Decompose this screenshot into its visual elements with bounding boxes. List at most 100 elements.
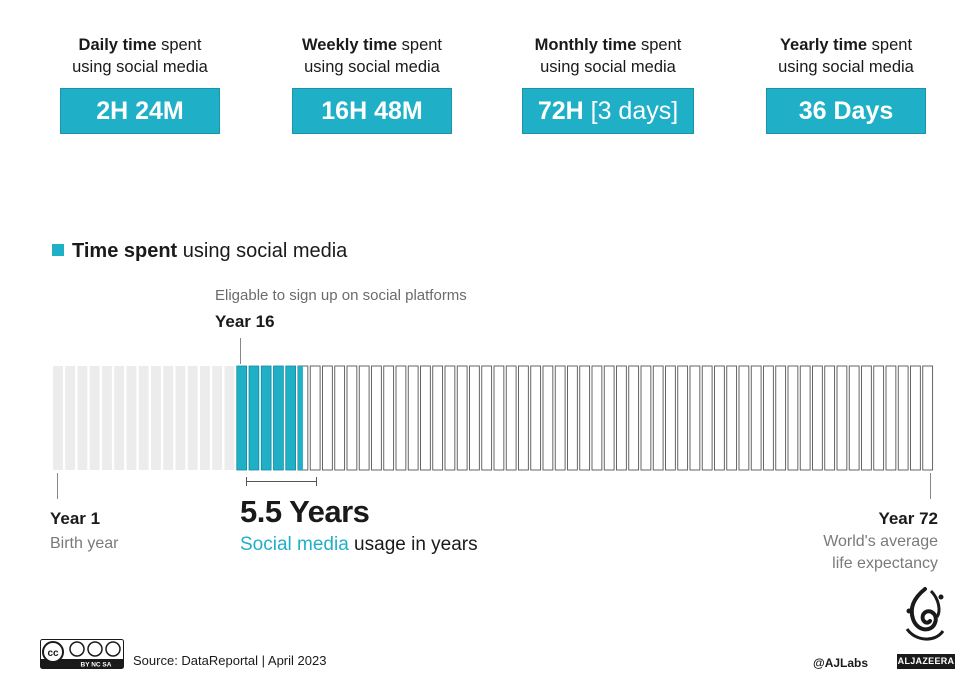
legend: Time spent using social media xyxy=(52,240,347,263)
year-bar-pre xyxy=(224,366,235,470)
stat-weekly: Weekly time spent using social media 16H … xyxy=(277,34,467,134)
year-bar-remaining xyxy=(481,365,493,471)
stat-monthly: Monthly time spent using social media 72H… xyxy=(513,34,703,134)
svg-text:cc: cc xyxy=(47,648,59,659)
year-bar-remaining xyxy=(689,365,701,471)
stat-value: 36 Days xyxy=(798,97,894,125)
year-bar-pre xyxy=(163,366,174,470)
year-bar-pre xyxy=(114,366,125,470)
stat-label-bold: Yearly time xyxy=(779,36,868,54)
stat-daily: Daily time spent using social media 2H 24… xyxy=(45,34,235,134)
aljazeera-logo-icon xyxy=(905,587,945,641)
stat-yearly: Yearly time spent using social media 36 D… xyxy=(751,34,941,134)
year-bar-remaining xyxy=(322,365,333,471)
year-bar-remaining xyxy=(456,365,468,471)
year-bar-pre xyxy=(175,366,186,470)
svg-text:BY NC SA: BY NC SA xyxy=(81,662,112,669)
year-bar-remaining xyxy=(334,365,346,471)
year-bar-remaining xyxy=(616,365,627,471)
year-bar-remaining xyxy=(628,365,640,471)
year-bar-pre xyxy=(89,366,100,470)
legend-bold: Time spent xyxy=(72,240,178,262)
year-bar-remaining xyxy=(371,365,382,471)
stat-label-rest: spent xyxy=(636,36,682,54)
life-expectancy-label: World's average life expectancy xyxy=(823,533,938,572)
usage-years: 5.5 Years xyxy=(240,494,370,529)
year-bar-remaining xyxy=(812,365,823,471)
year-bar-remaining xyxy=(714,365,725,471)
year-bar-remaining xyxy=(897,365,909,471)
stat-label-line2: using social media xyxy=(304,58,440,76)
year-bar-pre xyxy=(53,366,63,470)
year-bar-remaining xyxy=(824,365,836,471)
stat-value-box: 2H 24M xyxy=(60,88,220,134)
year-bar-social xyxy=(236,365,248,471)
year-bar-pre xyxy=(200,366,210,470)
stat-label-rest: spent xyxy=(397,36,443,54)
stat-value-box: 36 Days xyxy=(766,88,926,134)
stat-label-line2: using social media xyxy=(540,58,676,76)
ajlabs-handle: @AJLabs xyxy=(813,656,869,670)
year-bar-remaining xyxy=(665,365,676,471)
year16-label: Year 16 xyxy=(215,312,275,331)
year-bar-pre xyxy=(77,366,88,470)
year-bar-remaining xyxy=(836,365,848,471)
year1-tick xyxy=(57,473,58,499)
year-bar-remaining xyxy=(383,365,395,471)
year-bar-remaining xyxy=(420,365,431,471)
year-bar-remaining xyxy=(542,365,554,471)
stat-label-line2: using social media xyxy=(72,58,208,76)
year-bar-pre xyxy=(187,366,198,470)
year-bar-remaining xyxy=(444,365,456,471)
year-bar-pre xyxy=(102,366,112,470)
year-bar-remaining xyxy=(579,365,591,471)
stat-value: 2H 24M xyxy=(96,97,184,125)
eligible-label: Eligable to sign up on social platforms xyxy=(215,287,467,304)
year1-label: Year 1 xyxy=(50,509,101,528)
year-bar-social xyxy=(285,365,297,471)
stat-label-rest: spent xyxy=(156,36,202,54)
year-bar-remaining xyxy=(775,365,787,471)
aljazeera-wordmark: ALJAZEERA xyxy=(897,654,955,669)
stat-value: 72H xyxy=(537,97,584,125)
year-bar-remaining xyxy=(763,365,774,471)
stat-value-extra: [3 days] xyxy=(583,97,679,125)
year-bar-pre xyxy=(65,366,76,470)
year-bar-pre xyxy=(212,366,223,470)
year-bar-remaining xyxy=(799,365,811,471)
year-bar-remaining xyxy=(726,365,738,471)
cc-license-icon: cc BY NC SA xyxy=(40,639,124,669)
year-bar-remaining xyxy=(432,365,444,471)
stat-value-box: 72H [3 days] xyxy=(522,88,694,134)
year-bar-remaining xyxy=(910,365,921,471)
year-bar-remaining xyxy=(787,365,799,471)
year-bar-pre xyxy=(151,366,161,470)
year-bar-remaining xyxy=(309,365,321,471)
stat-label-rest: spent xyxy=(867,36,913,54)
year-bar-pre xyxy=(138,366,149,470)
year-bar-partial-fill xyxy=(298,366,303,470)
year-bar-remaining xyxy=(346,365,358,471)
stat-label-bold: Daily time xyxy=(78,36,157,54)
year-bar-remaining xyxy=(530,365,542,471)
birth-year-label: Birth year xyxy=(50,535,119,552)
year-bar-remaining xyxy=(518,365,529,471)
stat-label-line2: using social media xyxy=(778,58,914,76)
year16-tick xyxy=(240,338,241,364)
year-bar-remaining xyxy=(469,365,480,471)
year-bar-remaining xyxy=(567,365,578,471)
stat-label-bold: Weekly time xyxy=(301,36,398,54)
usage-caption: Social media usage in years xyxy=(240,534,478,556)
legend-swatch xyxy=(52,244,64,256)
year-bar-social xyxy=(260,365,272,471)
year-bar-remaining xyxy=(554,365,566,471)
stat-label-bold: Monthly time xyxy=(534,36,637,54)
usage-rest: usage in years xyxy=(348,534,478,555)
usage-highlight: Social media xyxy=(240,534,349,555)
year-bar-remaining xyxy=(861,365,872,471)
year-bar-remaining xyxy=(591,365,603,471)
year-bar-remaining xyxy=(677,365,689,471)
stat-value-box: 16H 48M xyxy=(292,88,452,134)
year72-tick xyxy=(930,473,931,499)
